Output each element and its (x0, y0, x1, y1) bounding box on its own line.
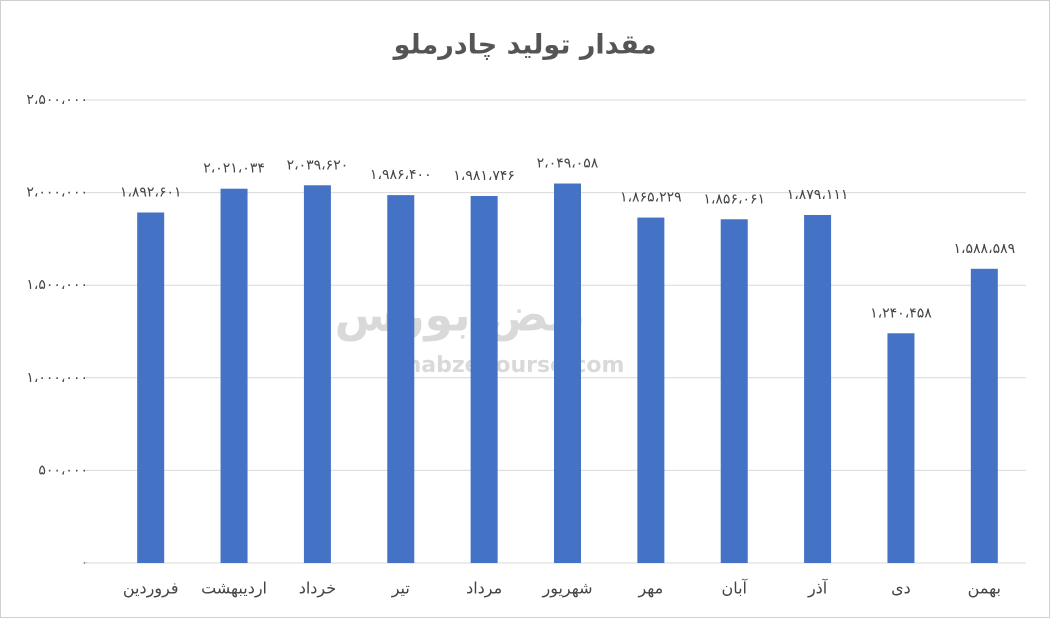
value-label: ۲،۰۳۹،۶۲۰ (287, 157, 349, 173)
bar (554, 183, 581, 563)
x-tick-label: خرداد (299, 579, 336, 599)
bar (470, 195, 498, 563)
y-tick-label: ۵۰۰،۰۰۰ (38, 462, 88, 478)
x-tick-label: فروردین (123, 579, 179, 599)
value-label: ۱،۹۸۱،۷۴۶ (453, 168, 515, 184)
watermark: نبض بورس nabzebourse.com (335, 288, 625, 379)
x-tick-label: تیر (391, 579, 410, 599)
value-label: ۱،۵۸۸،۵۸۹ (953, 241, 1015, 257)
chart-title: مقدار تولید چادرملو (392, 30, 657, 61)
bar (720, 219, 748, 563)
value-label: ۱،۸۷۹،۱۱۱ (787, 187, 849, 203)
x-tick-label: مهر (637, 579, 663, 599)
bar (220, 188, 248, 563)
x-tick-label: اردیبهشت (201, 579, 267, 599)
value-label: ۲،۰۴۹،۰۵۸ (537, 156, 599, 172)
y-tick-label: ۱،۵۰۰،۰۰۰ (26, 277, 88, 293)
watermark-text: نبض بورس (335, 288, 586, 342)
x-tick-label: بهمن (968, 579, 1001, 599)
watermark-url: nabzebourse.com (406, 353, 625, 378)
bar (970, 268, 998, 563)
x-tick-label: شهریور (541, 579, 592, 599)
value-label: ۱،۸۹۲،۶۰۱ (120, 184, 182, 200)
bar (137, 212, 165, 563)
bar (887, 333, 915, 563)
x-tick-label: دی (891, 579, 911, 598)
bar (804, 214, 832, 563)
y-tick-label: ۲،۰۰۰،۰۰۰ (26, 185, 88, 201)
x-tick-label: آذر (807, 579, 829, 599)
value-label: ۲،۰۲۱،۰۳۴ (203, 161, 265, 177)
value-label: ۱،۲۴۰،۴۵۸ (870, 305, 932, 321)
y-tick-label: ۱،۰۰۰،۰۰۰ (26, 370, 88, 386)
value-label: ۱،۸۶۵،۲۲۹ (620, 190, 682, 206)
x-tick-label: آبان (721, 579, 748, 598)
bar (637, 217, 665, 564)
value-label: ۱،۸۵۶،۰۶۱ (703, 191, 765, 207)
value-label: ۱،۹۸۶،۴۰۰ (370, 167, 432, 183)
bar (303, 185, 331, 563)
y-tick-label: ۲،۵۰۰،۰۰۰ (26, 92, 88, 108)
bar (387, 195, 415, 563)
x-tick-label: مرداد (466, 579, 502, 599)
